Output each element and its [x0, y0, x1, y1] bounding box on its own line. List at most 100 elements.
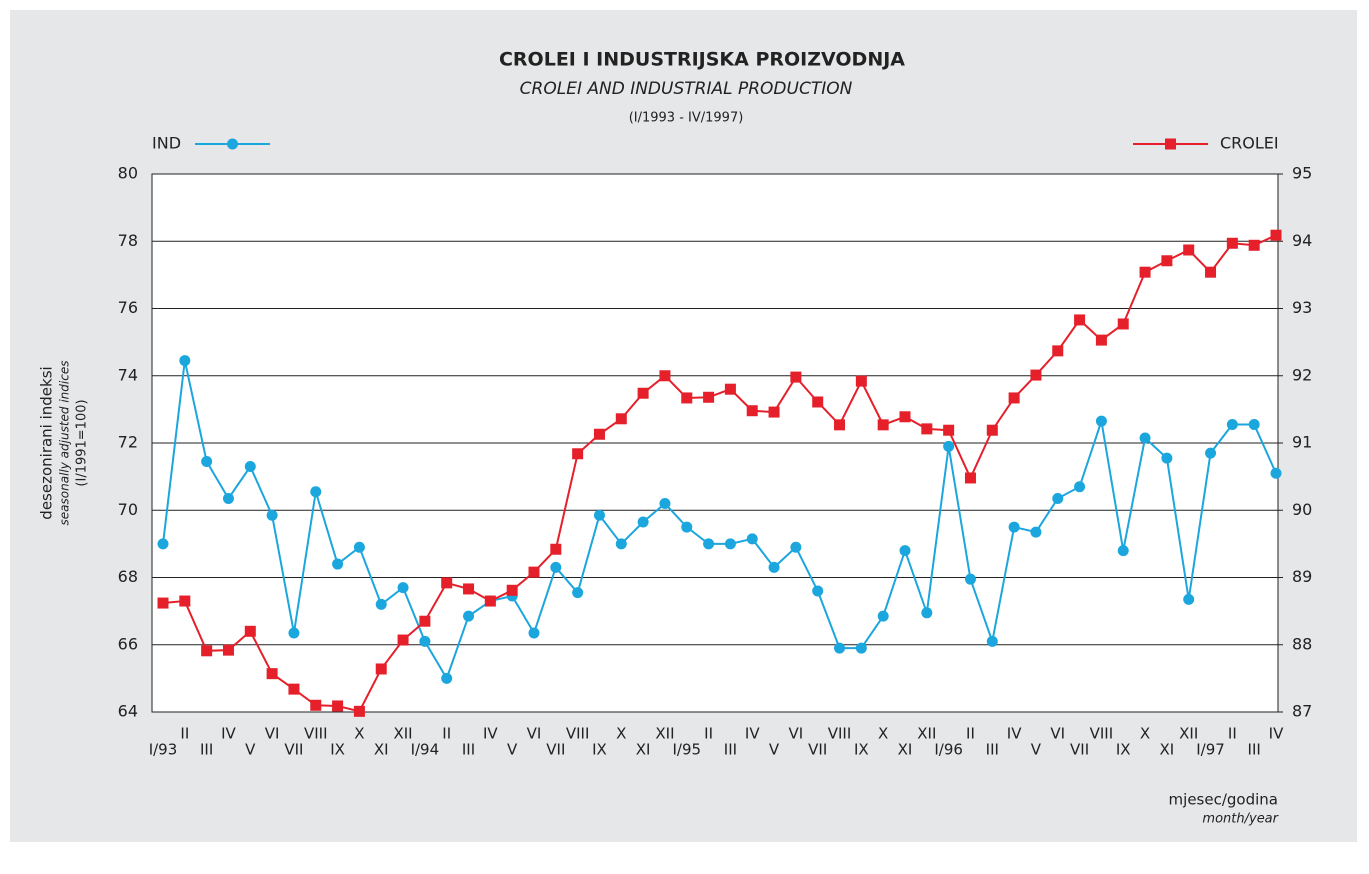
marker [921, 607, 933, 619]
marker [419, 635, 431, 647]
y-tick-label: 80 [118, 164, 138, 183]
marker [1270, 229, 1282, 241]
marker [1117, 318, 1129, 330]
marker [1139, 266, 1151, 278]
x-tick-label: XI [636, 741, 651, 759]
x-tick-label: V [507, 741, 518, 759]
marker [310, 486, 322, 498]
x-tick-label: IV [483, 725, 498, 743]
marker [419, 615, 431, 627]
marker [768, 561, 780, 573]
marker [1248, 419, 1260, 431]
x-tick-label: IX [592, 741, 607, 759]
marker [1226, 419, 1238, 431]
x-tick-label: IV [1007, 725, 1022, 743]
marker [1074, 314, 1086, 326]
marker [921, 423, 933, 435]
x-tick-label: XII [655, 725, 674, 743]
marker [572, 448, 584, 460]
x-tick-label: I/94 [411, 741, 440, 759]
marker [484, 595, 496, 607]
x-tick-label: V [769, 741, 780, 759]
y2-tick-label: 95 [1292, 164, 1312, 183]
marker [703, 538, 715, 550]
y-tick-label: 76 [118, 298, 138, 317]
legend-marker [227, 138, 238, 150]
y-tick-label: 74 [118, 365, 138, 384]
y-tick-label: 64 [118, 702, 138, 721]
y-tick-label: 66 [118, 634, 138, 653]
y2-tick-label: 87 [1292, 702, 1312, 721]
marker [288, 627, 300, 639]
x-label: mjesec/godina [1169, 791, 1278, 809]
y2-tick-label: 94 [1292, 231, 1312, 250]
marker [201, 645, 213, 657]
marker [310, 699, 322, 711]
x-tick-label: III [1248, 741, 1261, 759]
x-tick-label: IV [1269, 725, 1284, 743]
marker [222, 644, 234, 656]
marker [1095, 415, 1107, 427]
x-tick-label: VI [789, 725, 804, 743]
y-axis-title: desezonirani indeksi seasonally adjusted… [38, 361, 90, 526]
marker [244, 625, 256, 637]
marker [615, 538, 627, 550]
x-tick-label: III [462, 741, 475, 759]
marker [659, 370, 671, 382]
marker [1117, 545, 1129, 557]
marker [659, 498, 671, 510]
marker [1030, 526, 1042, 538]
marker [855, 642, 867, 654]
x-tick-label: XII [393, 725, 412, 743]
x-tick-label: I/96 [934, 741, 963, 759]
chart-subtitle: CROLEI AND INDUSTRIAL PRODUCTION [520, 79, 853, 99]
marker [1183, 244, 1195, 256]
legend-label: IND [152, 134, 181, 153]
y-tick-label: 72 [118, 433, 138, 452]
marker [179, 355, 191, 367]
marker [179, 595, 191, 607]
legend-marker [1165, 138, 1176, 150]
x-tick-label: XI [1160, 741, 1175, 759]
marker [834, 419, 846, 431]
marker [1161, 452, 1173, 464]
marker [353, 541, 365, 553]
x-tick-label: IV [221, 725, 236, 743]
x-tick-label: I/97 [1196, 741, 1225, 759]
x-tick-label: VIII [1090, 725, 1114, 743]
marker [1205, 266, 1217, 278]
marker [1008, 392, 1020, 404]
marker [964, 573, 976, 585]
marker [222, 492, 234, 504]
marker [528, 566, 540, 578]
marker [1008, 521, 1020, 533]
marker [332, 558, 344, 570]
marker [812, 585, 824, 597]
marker [834, 642, 846, 654]
marker [550, 543, 562, 555]
marker [463, 583, 475, 595]
x-tick-label: VI [527, 725, 542, 743]
marker [637, 516, 649, 528]
x-tick-label: XII [917, 725, 936, 743]
marker [637, 387, 649, 399]
x-tick-label: VIII [304, 725, 328, 743]
y-label: desezonirani indeksi [38, 366, 56, 519]
marker [375, 663, 387, 675]
x-tick-label: VIII [828, 725, 852, 743]
y-tick-label: 78 [118, 231, 138, 250]
x-tick-label: XI [374, 741, 389, 759]
x-tick-label: II [180, 725, 189, 743]
x-tick-label: X [878, 725, 888, 743]
y2-tick-label: 91 [1292, 433, 1312, 452]
marker [746, 405, 758, 417]
x-tick-label: V [1031, 741, 1042, 759]
marker [1052, 492, 1064, 504]
x-tick-label: II [704, 725, 713, 743]
marker [681, 521, 693, 533]
marker [724, 538, 736, 550]
x-tick-label: X [1140, 725, 1150, 743]
marker [441, 577, 453, 589]
marker [397, 634, 409, 646]
